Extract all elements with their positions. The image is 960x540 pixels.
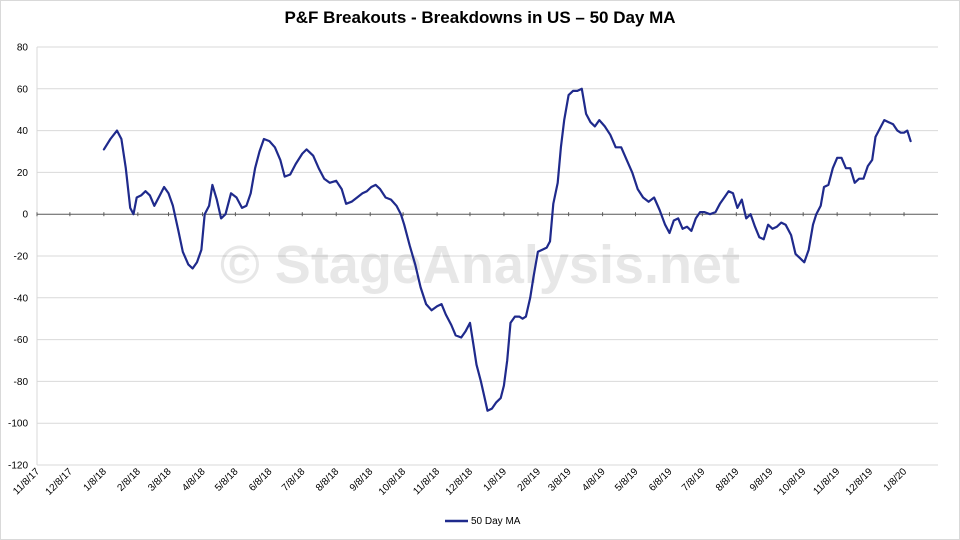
x-tick-label: 1/8/19 xyxy=(482,466,510,494)
x-tick-label: 2/8/18 xyxy=(116,466,144,494)
x-tick-label: 3/8/18 xyxy=(146,466,174,494)
x-tick-label: 12/8/17 xyxy=(44,466,76,498)
x-tick-label: 10/8/18 xyxy=(377,466,409,498)
y-tick-label: 0 xyxy=(22,210,28,221)
y-tick-label: -120 xyxy=(8,461,28,472)
x-tick-label: 2/8/19 xyxy=(516,466,544,494)
x-tick-label: 5/8/18 xyxy=(213,466,241,494)
x-tick-label: 9/8/18 xyxy=(348,466,376,494)
series-layer xyxy=(102,87,912,412)
y-tick-label: -20 xyxy=(14,252,29,263)
x-tick-label: 6/8/19 xyxy=(647,466,675,494)
legend-label: 50 Day MA xyxy=(471,516,521,527)
x-tick-label: 5/8/19 xyxy=(613,466,641,494)
x-tick-label: 11/8/19 xyxy=(811,466,842,497)
x-axis-tick-labels: 11/8/17 12/8/17 1/8/18 2/8/18 3/8/18 4/8/18 5/… xyxy=(11,466,909,498)
y-tick-label: 80 xyxy=(17,43,29,54)
x-tick-label: 8/8/18 xyxy=(314,466,342,494)
y-tick-label: -100 xyxy=(8,419,28,430)
y-tick-label: -60 xyxy=(14,335,29,346)
y-tick-label: -80 xyxy=(14,377,29,388)
gridlines xyxy=(37,46,938,466)
chart-title: P&F Breakouts - Breakdowns in US – 50 Da… xyxy=(284,8,676,27)
x-tick-label: 4/8/19 xyxy=(580,466,608,494)
y-tick-label: -40 xyxy=(14,293,29,304)
x-tick-label: 10/8/19 xyxy=(777,466,809,498)
x-tick-label: 9/8/19 xyxy=(748,466,776,494)
watermark-text: © StageAnalysis.net xyxy=(220,235,740,295)
y-axis-tick-labels: 80 60 40 20 0 -20 -40 -60 -80 -100 -120 xyxy=(8,43,28,472)
x-tick-label: 8/8/19 xyxy=(714,466,742,494)
axes xyxy=(36,47,938,465)
x-tick-label: 1/8/18 xyxy=(82,466,110,494)
x-tick-label: 4/8/18 xyxy=(180,466,208,494)
legend: 50 Day MA xyxy=(445,516,521,527)
x-tick-label: 6/8/18 xyxy=(247,466,275,494)
x-tick-label: 1/8/20 xyxy=(882,466,910,494)
x-tick-label: 3/8/19 xyxy=(546,466,574,494)
x-tick-label: 7/8/19 xyxy=(680,466,708,494)
y-tick-label: 60 xyxy=(17,84,29,95)
x-tick-label: 12/8/19 xyxy=(844,466,876,498)
y-tick-label: 40 xyxy=(17,126,29,137)
x-tick-label: 7/8/18 xyxy=(280,466,308,494)
y-tick-label: 20 xyxy=(17,168,29,179)
series-line xyxy=(102,87,912,412)
x-tick-label: 12/8/18 xyxy=(444,466,476,498)
x-tick-label: 11/8/18 xyxy=(411,466,442,497)
